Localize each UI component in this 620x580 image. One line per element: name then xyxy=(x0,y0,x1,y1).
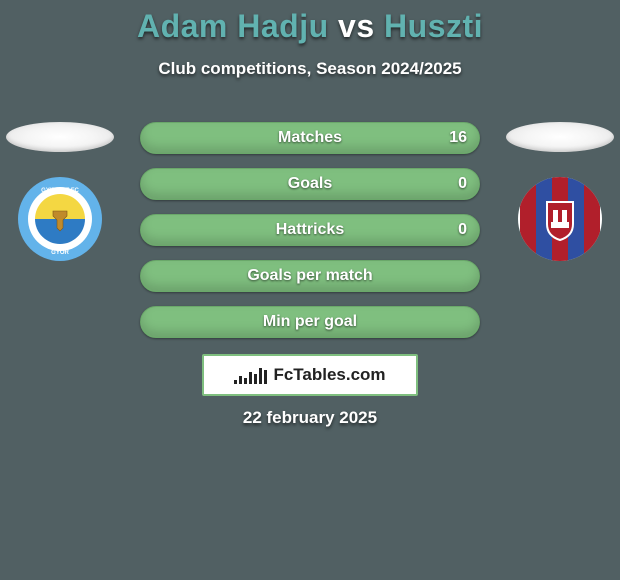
bar-chart-icon xyxy=(234,366,267,384)
stats-column: Matches 16 Goals 0 Hattricks 0 Goals per… xyxy=(140,122,480,352)
player1-club-badge: GYIRMOT FC GYŐR xyxy=(17,176,103,262)
stat-label: Goals per match xyxy=(247,267,372,285)
subtitle: Club competitions, Season 2024/2025 xyxy=(0,59,620,79)
videoton-badge-icon xyxy=(517,176,603,262)
title-player1: Adam Hadju xyxy=(137,8,329,44)
stat-label: Hattricks xyxy=(276,221,344,239)
stat-right-value: 0 xyxy=(458,175,467,193)
gyirmot-badge-icon: GYIRMOT FC GYŐR xyxy=(17,176,103,262)
stat-row-matches: Matches 16 xyxy=(140,122,480,154)
stat-right-value: 16 xyxy=(449,129,467,147)
comparison-card: Adam Hadju vs Huszti Club competitions, … xyxy=(0,0,620,580)
stat-label: Matches xyxy=(278,129,342,147)
title-player2: Huszti xyxy=(384,8,483,44)
svg-text:GYŐR: GYŐR xyxy=(51,249,69,256)
brand-badge: FcTables.com xyxy=(202,354,418,396)
stat-row-min-per-goal: Min per goal xyxy=(140,306,480,338)
stat-right-value: 0 xyxy=(458,221,467,239)
svg-text:GYIRMOT FC: GYIRMOT FC xyxy=(41,188,79,194)
stat-row-goals: Goals 0 xyxy=(140,168,480,200)
stat-label: Goals xyxy=(288,175,332,193)
page-title: Adam Hadju vs Huszti xyxy=(0,0,620,45)
stat-row-hattricks: Hattricks 0 xyxy=(140,214,480,246)
title-vs: vs xyxy=(338,8,375,44)
player1-column: GYIRMOT FC GYŐR xyxy=(0,122,120,262)
stat-label: Min per goal xyxy=(263,313,357,331)
player2-avatar-placeholder xyxy=(506,122,614,152)
player2-club-badge xyxy=(517,176,603,262)
player1-avatar-placeholder xyxy=(6,122,114,152)
date-text: 22 february 2025 xyxy=(0,408,620,428)
brand-text: FcTables.com xyxy=(273,365,385,385)
stat-row-goals-per-match: Goals per match xyxy=(140,260,480,292)
player2-column xyxy=(500,122,620,262)
